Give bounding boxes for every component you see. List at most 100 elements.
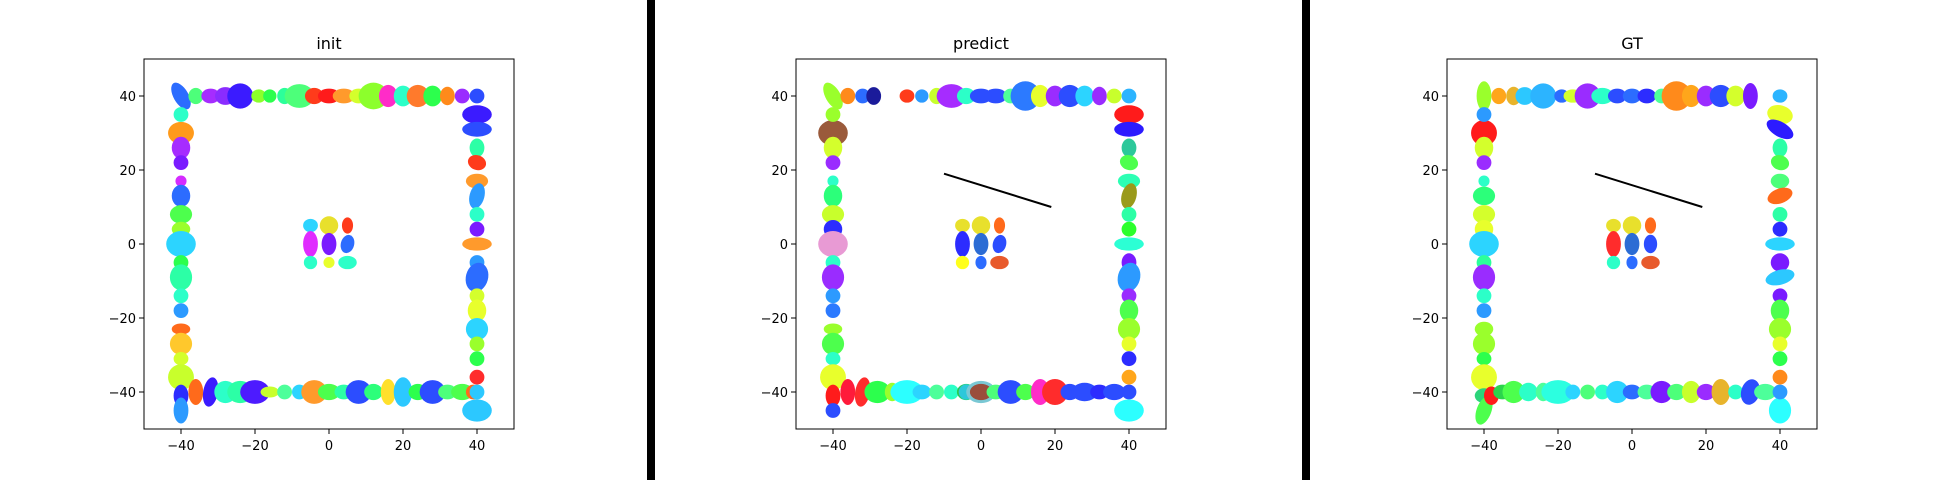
ellipse-mark bbox=[840, 379, 856, 405]
y-tick-label: 40 bbox=[1422, 90, 1439, 105]
ellipse-mark bbox=[1606, 231, 1621, 257]
ellipse-mark bbox=[469, 369, 485, 385]
ellipse-mark bbox=[840, 87, 856, 105]
ellipse-mark bbox=[1121, 288, 1137, 304]
y-tick-label: 40 bbox=[771, 90, 788, 105]
ellipse-mark bbox=[1121, 369, 1137, 385]
ellipse-mark bbox=[1772, 288, 1788, 304]
chart-title: predict bbox=[953, 34, 1009, 53]
ellipse-mark bbox=[469, 207, 485, 222]
ellipse-mark bbox=[821, 205, 845, 224]
ellipse-mark bbox=[1474, 136, 1494, 159]
ellipse-mark bbox=[1767, 187, 1793, 205]
y-tick-label: −40 bbox=[761, 386, 788, 401]
x-tick-label: −20 bbox=[893, 439, 920, 454]
ellipse-mark bbox=[825, 384, 841, 407]
ellipse-mark bbox=[438, 384, 457, 400]
ellipse-mark bbox=[1772, 207, 1788, 222]
ellipse-mark bbox=[1106, 88, 1122, 104]
ellipse-mark bbox=[1472, 186, 1496, 206]
line-mark bbox=[943, 172, 1052, 208]
ellipse-mark bbox=[912, 384, 932, 400]
ellipse-mark bbox=[1622, 88, 1642, 104]
y-tick-label: −20 bbox=[109, 312, 136, 327]
ellipse-mark bbox=[1622, 384, 1642, 400]
ellipse-mark bbox=[1772, 336, 1788, 352]
y-tick-label: 20 bbox=[119, 164, 136, 179]
x-tick-label: 0 bbox=[325, 439, 333, 454]
ellipse-mark bbox=[1117, 262, 1141, 292]
ellipse-mark bbox=[1637, 88, 1657, 104]
ellipse-mark bbox=[1767, 104, 1793, 125]
ellipse-mark bbox=[260, 386, 280, 398]
y-tick-label: −20 bbox=[761, 312, 788, 327]
ellipse-mark bbox=[825, 403, 841, 418]
ellipse-mark bbox=[406, 84, 429, 108]
ellipse-mark bbox=[1681, 84, 1701, 108]
ellipse-mark bbox=[465, 318, 489, 341]
ellipse-mark bbox=[1090, 384, 1109, 400]
ellipse-mark bbox=[1772, 351, 1788, 367]
x-tick-label: 20 bbox=[1047, 439, 1064, 454]
ellipse-mark bbox=[1121, 207, 1137, 222]
x-tick-label: 20 bbox=[1698, 439, 1715, 454]
ellipse-mark bbox=[1103, 383, 1126, 401]
x-tick-label: 40 bbox=[469, 439, 486, 454]
ellipse-mark bbox=[419, 380, 446, 404]
ellipse-mark bbox=[1472, 205, 1496, 224]
ellipse-mark bbox=[469, 384, 485, 400]
ellipse-mark bbox=[303, 231, 318, 257]
ellipse-mark bbox=[823, 82, 843, 110]
ellipse-mark bbox=[825, 155, 841, 171]
ellipse-mark bbox=[1607, 88, 1627, 104]
ellipse-mark bbox=[1770, 154, 1790, 171]
ellipse-mark bbox=[1661, 81, 1692, 111]
ellipse-mark bbox=[364, 383, 383, 401]
ellipse-mark bbox=[956, 87, 976, 105]
ellipse-mark bbox=[168, 364, 194, 391]
ellipse-mark bbox=[1119, 154, 1139, 171]
ellipse-mark bbox=[173, 107, 189, 122]
ellipse-mark bbox=[1754, 383, 1777, 401]
ellipse-mark bbox=[188, 87, 204, 105]
ellipse-mark bbox=[1071, 382, 1098, 402]
ellipse-mark bbox=[263, 89, 277, 103]
ellipse-mark bbox=[1626, 255, 1638, 270]
ellipse-mark bbox=[1541, 380, 1575, 404]
ellipse-mark bbox=[1045, 85, 1065, 107]
panel-separator bbox=[1302, 0, 1310, 480]
ellipse-mark bbox=[173, 303, 189, 318]
ellipse-mark bbox=[1476, 107, 1492, 122]
x-tick-label: −40 bbox=[819, 439, 846, 454]
ellipse-mark bbox=[332, 88, 355, 104]
ellipse-mark bbox=[1606, 255, 1621, 270]
ellipse-mark bbox=[303, 255, 318, 270]
ellipse-mark bbox=[1471, 120, 1497, 146]
ellipse-mark bbox=[317, 383, 341, 401]
ellipse-mark bbox=[1469, 231, 1499, 257]
ellipse-mark bbox=[169, 205, 193, 224]
ellipse-mark bbox=[469, 221, 485, 237]
ellipse-mark bbox=[1476, 303, 1492, 318]
ellipse-mark bbox=[818, 231, 848, 257]
x-tick-label: 0 bbox=[977, 439, 985, 454]
ellipse-mark bbox=[467, 154, 487, 171]
ellipse-mark bbox=[997, 380, 1024, 404]
ellipse-mark bbox=[1030, 84, 1050, 108]
panel-separator bbox=[647, 0, 655, 480]
ellipse-mark bbox=[818, 120, 848, 146]
ellipse-mark bbox=[469, 351, 485, 367]
ellipse-mark bbox=[1476, 352, 1492, 366]
ellipse-mark bbox=[1058, 84, 1081, 108]
y-tick-label: −40 bbox=[1412, 386, 1439, 401]
x-tick-label: −40 bbox=[1470, 439, 1497, 454]
ellipse-mark bbox=[1121, 138, 1137, 158]
y-tick-label: 0 bbox=[1431, 238, 1439, 253]
ellipse-mark bbox=[993, 217, 1006, 234]
chart-title: GT bbox=[1621, 34, 1643, 53]
ellipse-mark bbox=[188, 379, 204, 405]
ellipse-mark bbox=[423, 85, 442, 107]
ellipse-mark bbox=[1765, 269, 1795, 286]
ellipse-mark bbox=[1772, 369, 1788, 385]
ellipse-mark bbox=[378, 84, 398, 108]
